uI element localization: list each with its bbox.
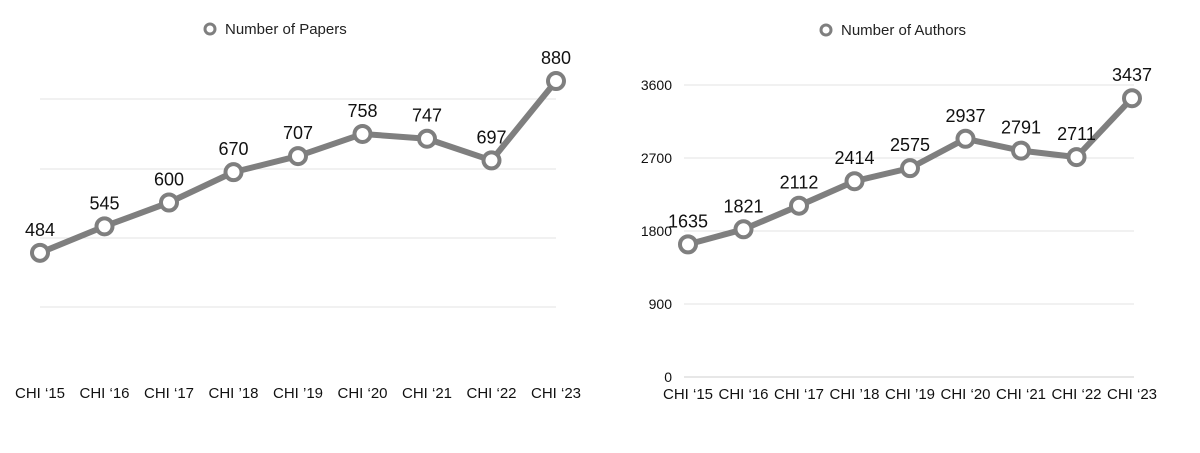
- authors-data-label: 2414: [834, 148, 874, 168]
- authors-data-label: 2575: [890, 135, 930, 155]
- authors-xtick-label: CHI ’18: [829, 386, 879, 403]
- papers-xtick-label: CHI ’18: [208, 385, 258, 402]
- papers-data-point: [352, 123, 373, 144]
- papers-data-label: 758: [347, 101, 377, 121]
- authors-chart: 0 900 1800 2700 3600 Number of Authors 1635 182…: [641, 22, 1157, 403]
- papers-data-label: 747: [412, 106, 442, 126]
- papers-data-label: 707: [283, 123, 313, 143]
- papers-data-point: [159, 192, 179, 213]
- authors-data-point: [1122, 88, 1142, 109]
- papers-xtick-label: CHI ‘16: [79, 385, 129, 402]
- papers-legend: Number of Papers: [203, 21, 347, 38]
- papers-data-label: 545: [89, 193, 119, 213]
- authors-xtick-label: CHI ‘16: [718, 386, 768, 403]
- papers-data-label: 600: [154, 170, 184, 190]
- authors-data-point: [1011, 140, 1031, 161]
- authors-legend-label: Number of Authors: [841, 22, 966, 39]
- authors-ytick-label: 900: [649, 296, 673, 312]
- authors-data-label: 1635: [668, 211, 708, 231]
- papers-xtick-label: CHI ‘15: [15, 385, 65, 402]
- papers-data-point: [481, 150, 502, 171]
- authors-data-point: [955, 128, 976, 149]
- authors-xtick-label: CHI ‘15: [663, 386, 713, 403]
- authors-ytick-label: 1800: [641, 223, 672, 239]
- papers-xtick-label: CHI ‘23: [531, 385, 581, 402]
- authors-gridlines: [684, 84, 1134, 378]
- papers-gridlines: [40, 98, 556, 308]
- authors-data-label: 1821: [723, 196, 763, 216]
- authors-xtick-label: CHI ’19: [885, 386, 935, 403]
- papers-data-point: [30, 242, 50, 263]
- papers-chart: Number of Papers 484 545 600 670 707 758 747 697…: [15, 21, 581, 402]
- authors-data-label: 2937: [945, 106, 985, 126]
- papers-xtick-label: CHI ‘21: [402, 385, 452, 402]
- authors-data-label: 2711: [1057, 124, 1096, 144]
- papers-data-label: 697: [476, 127, 506, 147]
- authors-xtick-label: CHI ‘21: [996, 386, 1046, 403]
- authors-xtick-label: CHI ‘17: [774, 386, 824, 403]
- authors-data-label: 2791: [1001, 118, 1041, 138]
- papers-legend-marker: [203, 22, 217, 36]
- papers-series-line: [38, 79, 559, 256]
- authors-data-point: [678, 234, 698, 255]
- papers-xtick-label: CHI ‘20: [337, 385, 387, 402]
- authors-ytick-label: 3600: [641, 77, 672, 93]
- authors-data-point: [844, 171, 865, 192]
- authors-xtick-label: CHI ‘23: [1107, 386, 1157, 403]
- papers-data-point: [223, 162, 244, 183]
- authors-data-point: [733, 219, 754, 240]
- papers-data-label: 484: [25, 220, 55, 240]
- papers-xtick-label: CHI ‘17: [144, 385, 194, 402]
- papers-xtick-label: CHI ‘22: [466, 385, 516, 402]
- papers-xtick-label: CHI ’19: [273, 385, 323, 402]
- papers-data-label: 670: [218, 139, 248, 159]
- authors-ytick-label: 2700: [641, 150, 672, 166]
- papers-data-point: [94, 216, 115, 237]
- authors-data-label: 3437: [1112, 65, 1152, 85]
- papers-data-point: [546, 71, 566, 92]
- authors-ytick-label: 0: [664, 369, 672, 385]
- authors-data-label: 2112: [780, 173, 819, 193]
- papers-data-point: [417, 128, 437, 149]
- authors-xtick-label: CHI ‘20: [940, 386, 990, 403]
- authors-xtick-label: CHI ‘22: [1051, 386, 1101, 403]
- papers-data-point: [288, 146, 308, 167]
- authors-legend: Number of Authors: [819, 22, 966, 39]
- papers-data-label: 880: [541, 48, 571, 68]
- papers-legend-label: Number of Papers: [225, 21, 347, 38]
- authors-data-point: [1066, 147, 1087, 168]
- authors-legend-marker: [819, 23, 833, 37]
- authors-data-point: [789, 195, 809, 216]
- authors-data-point: [900, 158, 920, 179]
